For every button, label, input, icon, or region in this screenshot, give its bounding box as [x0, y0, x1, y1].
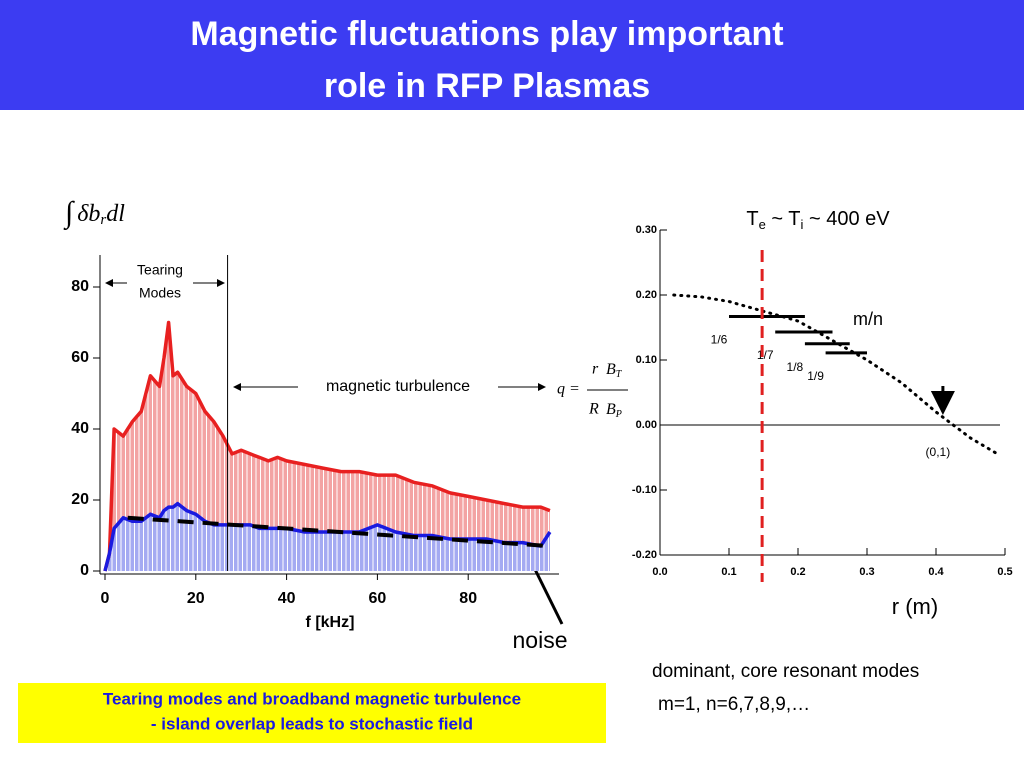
x-axis-label: f [kHz]: [306, 614, 355, 631]
annotation: magnetic turbulence: [326, 378, 470, 395]
q-part: r: [592, 361, 599, 378]
y-tick-label: 0.30: [636, 224, 657, 236]
x-tick-label: 0.2: [790, 566, 805, 578]
q-profile: [672, 293, 1000, 456]
area: [105, 322, 550, 571]
note-line: m=1, n=6,7,8,9,…: [658, 694, 810, 715]
y-tick-label: -0.20: [632, 549, 657, 561]
header: [0, 0, 1024, 110]
q-part: B: [606, 361, 616, 378]
q-part: P: [615, 409, 622, 420]
annotation: m/n: [853, 309, 883, 329]
subtitle-part: i: [801, 217, 804, 232]
x-tick-label: 20: [187, 590, 205, 607]
subtitle: Te ~ Ti ~ 400 eV: [746, 208, 890, 232]
integral-part: δb: [77, 201, 100, 227]
annotation: Tearing: [137, 262, 183, 278]
y-tick-label: 0.10: [636, 354, 657, 366]
q-formula: q = r R BT BP: [557, 361, 628, 421]
x-tick-label: 0.4: [928, 566, 944, 578]
caption-line: - island overlap leads to stochastic fie…: [151, 714, 473, 733]
area: [105, 503, 550, 571]
y-tick-label: 80: [71, 278, 89, 295]
caption-line: Tearing modes and broadband magnetic tur…: [103, 689, 521, 708]
x-tick-label: 80: [459, 590, 477, 607]
zero-label: (0,1): [926, 445, 951, 459]
y-tick-label: 60: [71, 349, 89, 366]
q-part: q =: [557, 381, 580, 398]
subtitle-part: ~ 400 eV: [803, 208, 890, 230]
x-tick-label: 0.1: [721, 566, 736, 578]
subtitle-part: e: [759, 217, 766, 232]
q-part: T: [616, 369, 623, 380]
y-tick-label: 0.20: [636, 289, 657, 301]
integral-part: ∫: [63, 196, 75, 231]
resonance-label: 1/7: [757, 348, 774, 362]
annotation: Modes: [139, 285, 181, 301]
y-tick-label: 40: [71, 420, 89, 437]
x-axis-label: r (m): [892, 594, 938, 619]
y-tick-label: 0: [80, 562, 89, 579]
subtitle-part: ~ T: [766, 208, 801, 230]
line: [103, 320, 551, 572]
y-tick-label: 0.00: [636, 419, 657, 431]
title-line: role in RFP Plasmas: [324, 67, 650, 105]
integral-part: r: [100, 212, 106, 228]
integral: ∫ δbrdl: [63, 196, 125, 231]
noise-line: [127, 515, 551, 549]
resonance-label: 1/9: [807, 369, 824, 383]
subtitle-part: T: [746, 208, 758, 230]
q-part: B: [606, 401, 616, 418]
q-part: R: [588, 401, 599, 418]
note-line: dominant, core resonant modes: [652, 661, 919, 682]
line: [103, 501, 552, 572]
resonance-label: 1/6: [711, 333, 728, 347]
x-tick-label: 0.3: [859, 566, 874, 578]
x-tick-label: 0.5: [997, 566, 1012, 578]
y-tick-label: 20: [71, 491, 89, 508]
caption-box: [18, 683, 606, 743]
title-line: Magnetic fluctuations play important: [190, 15, 783, 53]
integral-part: dl: [106, 201, 125, 227]
q-part: BP: [606, 401, 622, 421]
noise-label: noise: [513, 627, 568, 653]
x-tick-label: 0: [101, 590, 110, 607]
resonance-label: 1/8: [787, 360, 804, 374]
x-tick-label: 40: [278, 590, 296, 607]
x-tick-label: 60: [369, 590, 387, 607]
y-tick-label: -0.10: [632, 484, 657, 496]
q-part: BT: [606, 361, 623, 381]
x-tick-label: 0.0: [652, 566, 667, 578]
